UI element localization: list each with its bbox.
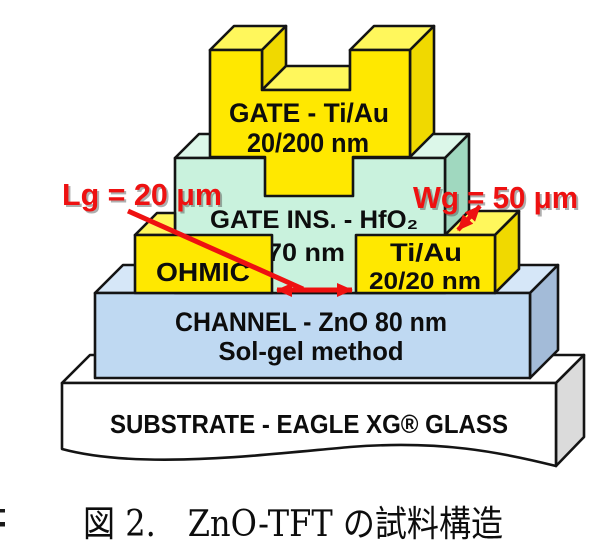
gate-insulator-thickness-label: 70 nm bbox=[267, 239, 345, 267]
channel-label: CHANNEL - ZnO 80 nm bbox=[175, 307, 447, 337]
gate-length-label: Lg = 20 μm bbox=[62, 177, 222, 212]
tiau-front-face bbox=[354, 233, 497, 295]
gate-label: GATE - Ti/Au bbox=[229, 98, 389, 128]
gate-insulator-label: GATE INS. - HfO₂ bbox=[210, 206, 418, 234]
gate-width-arrow bbox=[456, 204, 482, 232]
gate-width-label: Wg = 50 μm bbox=[413, 180, 578, 215]
channel-method-label: Sol-gel method bbox=[219, 336, 404, 366]
substrate-label: SUBSTRATE - EAGLE XG® GLASS bbox=[110, 409, 508, 439]
substrate-front-face bbox=[60, 381, 558, 468]
gate-thickness-label: 20/200 nm bbox=[247, 128, 369, 158]
gate-layer: GATE - Ti/Au 20/200 nm bbox=[208, 24, 436, 198]
gate-length-pointer-line bbox=[126, 208, 305, 292]
tiau-thickness-label: 20/20 nm bbox=[369, 268, 481, 295]
figure-caption: 図 2. ZnO-TFT の試料構造 bbox=[83, 504, 503, 545]
clipped-text-fragment bbox=[0, 509, 5, 527]
gate-length-label-shadow: Lg = 20 μm bbox=[64, 179, 224, 214]
ohmic-contact-right: Ti/Au 20/20 nm bbox=[354, 209, 521, 295]
dimension-annotations: Lg = 20 μm Lg = 20 μm Wg = 50 μm Wg = 50… bbox=[62, 177, 580, 297]
gate-right-face bbox=[408, 24, 436, 159]
ohmic-label: OHMIC bbox=[156, 257, 250, 287]
gate-front-face bbox=[208, 48, 412, 198]
gate-width-label-shadow: Wg = 50 μm bbox=[415, 182, 580, 217]
tiau-label: Ti/Au bbox=[390, 239, 462, 267]
